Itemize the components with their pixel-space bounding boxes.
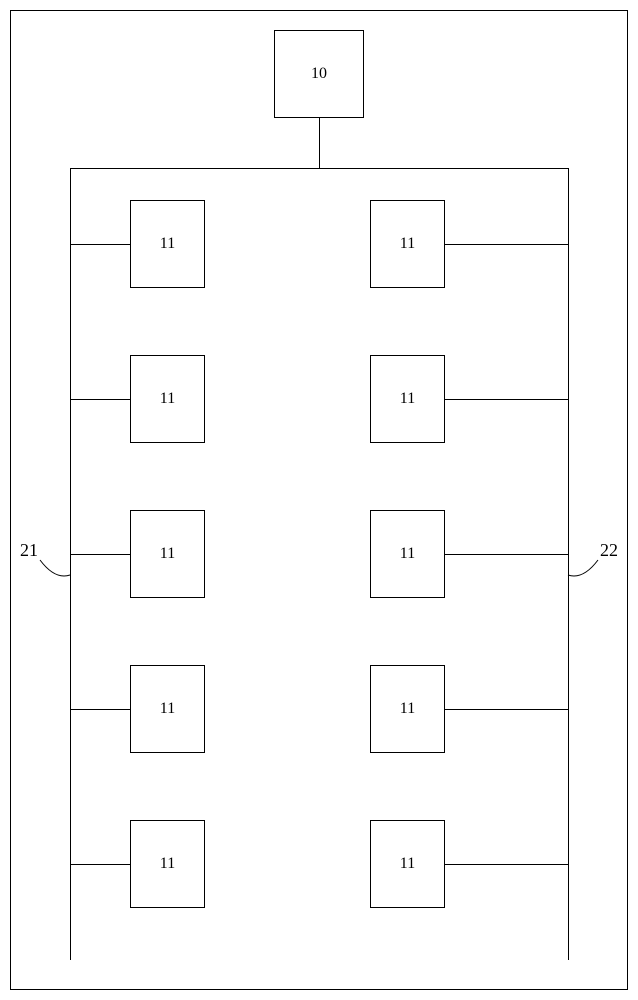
leader-curve-right: [0, 0, 638, 1000]
